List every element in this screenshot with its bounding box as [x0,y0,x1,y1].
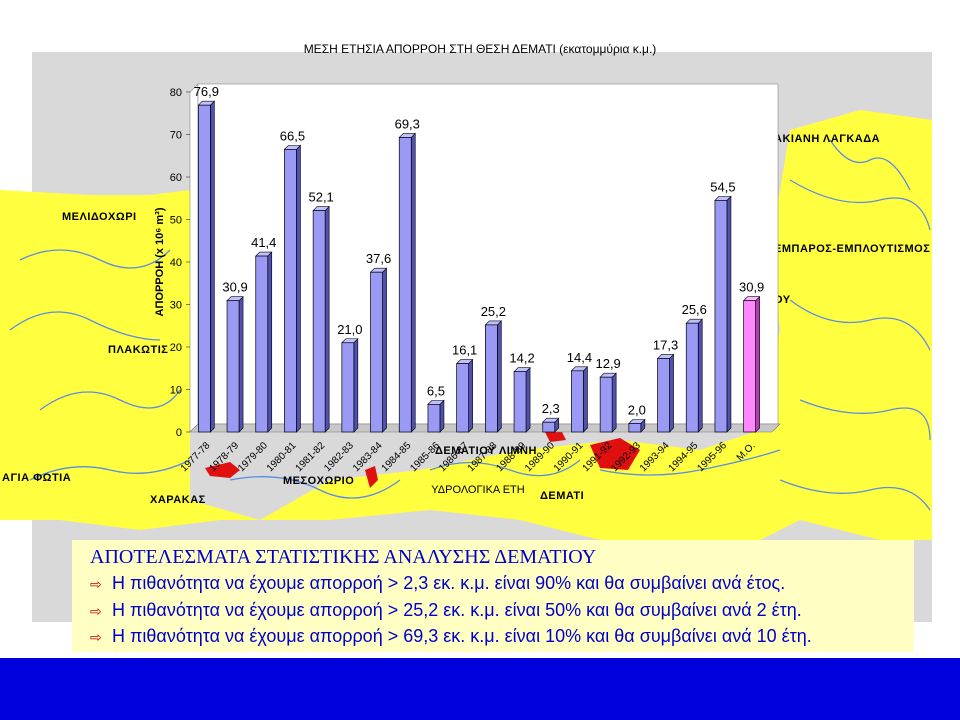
map-yellow-region [0,110,932,560]
x-tick-label: 1995-96 [695,440,729,474]
value-label: 37,6 [366,251,391,266]
chart-title: ΜΕΣΗ ΕΤΗΣΙΑ ΑΠΟΡΡΟΗ ΣΤΗ ΘΕΣΗ ΔΕΜΑΤΙ (εκα… [303,42,657,56]
bar-1979-80 [255,251,273,433]
bar-1986-87 [455,358,474,433]
x-tick-label: 1979-80 [236,440,270,474]
y-tick-label: 40 [170,257,182,269]
value-label: 52,1 [308,190,333,205]
result-line-1: ⇨ Η πιθανότητα να έχουμε απορροή > 2,3 εκ… [90,573,785,594]
y-tick-label: 80 [170,87,182,99]
value-label: 66,5 [280,128,305,143]
bar-1988-89 [513,366,531,433]
arrow-icon: ⇨ [90,603,102,619]
bar-1982-83 [341,338,359,433]
bar-1977-78 [197,100,216,433]
result-text-3: Η πιθανότητα να έχουμε απορροή > 69,3 εκ… [112,626,812,646]
map-label-charakas: ΧΑΡΑΚΑΣ [150,494,206,506]
x-tick-label: 1987-88 [466,440,500,474]
value-label: 69,3 [395,116,420,131]
bar-1985-86 [427,399,445,433]
value-label: 2,0 [628,403,646,418]
result-line-2: ⇨ Η πιθανότητα να έχουμε απορροή > 25,2 ε… [90,600,802,621]
y-axis-label: ΑΠΟΡΡΟΗ (x 10⁶ m³) [154,207,166,316]
map-label-demati: ΔΕΜΑΤΙ [540,490,585,502]
value-label: 17,3 [653,337,678,352]
x-axis-label: ΥΔΡΟΛΟΓΙΚΑ ΕΤΗ [431,484,525,496]
x-tick-label: 1990-91 [552,440,586,474]
value-label: 12,9 [595,356,620,371]
bar-1994-95 [685,318,703,433]
arrow-icon: ⇨ [90,629,102,645]
bar-1991-92 [599,372,617,433]
value-label: 25,6 [682,302,707,317]
x-tick-label: 1994-95 [667,440,701,474]
bar-1983-84 [369,267,388,433]
value-label: 76,9 [194,84,219,99]
map-label-meliochori: ΜΕΛΙΔΟΧΩΡΙ [62,211,137,223]
runoff-bar-chart: 0 10 20 30 40 50 60 70 80 ΑΠΟΡΡΟΗ (x 10⁶ m³) 76,9 1… [154,83,781,496]
result-text-1: Η πιθανότητα να έχουμε απορροή > 2,3 εκ.… [112,573,786,593]
river-lines [9,139,931,511]
value-label: 6,5 [427,383,445,398]
footer-bar [0,658,960,720]
value-label: 30,9 [739,280,764,295]
bar-1993-94 [656,353,675,433]
bar-1990-91 [570,366,589,433]
bar-1989-90 [542,417,560,433]
map-label-lagkada: ΑΚΙΑΝΗ ΛΑΓΚΑΔΑ [774,133,881,145]
y-tick-label: 50 [170,215,182,227]
bar-Μ.Ο. [742,295,761,433]
x-tick-label: 1986-87 [437,440,471,474]
x-tick-label: 1989-90 [523,440,557,474]
value-label: 14,4 [567,350,592,365]
x-tick-label: 1980-81 [265,440,299,474]
x-tick-label: 1991-92 [581,440,615,474]
value-label: 14,2 [509,351,534,366]
x-tick-label: 1985-86 [408,440,442,474]
value-label: 21,0 [337,322,362,337]
x-tick-label: 1992-93 [609,440,643,474]
y-tick-label: 10 [170,385,182,397]
y-tick-label: 70 [170,130,182,142]
value-label: 2,3 [542,401,560,416]
map-label-dematiou-limni: ΔΕΜΑΤΙΟΥ ΛΙΜΝΗ [435,445,537,457]
bar-1978-79 [226,295,244,433]
bar-1980-81 [283,144,302,433]
results-title: ΑΠΟΤΕΛΕΣΜΑΤΑ ΣΤΑΤΙΣΤΙΚΗΣ ΑΝΑΛΥΣΗΣ ΔΕΜΑΤΙ… [90,546,597,568]
arrow-icon: ⇨ [90,576,102,592]
y-tick-label: 60 [170,172,182,184]
y-tick-label: 30 [170,300,182,312]
bar-1992-93 [628,418,646,433]
map-label-mesochorio: ΜΕΣΟΧΩΡΙΟ [283,475,355,487]
x-tick-label: 1984-85 [380,440,414,474]
x-tick-label: 1988-89 [494,440,528,474]
x-tick-label: 1982-83 [322,440,356,474]
value-label: 41,4 [251,235,276,250]
value-label: 16,1 [452,343,477,358]
value-label: 54,5 [710,179,735,194]
chart-left-wall [189,83,199,433]
x-tick-label: Μ.Ο. [735,440,758,463]
x-tick-label: 1983-84 [351,440,385,474]
result-line-3: ⇨ Η πιθανότητα να έχουμε απορροή > 69,3 ε… [90,626,812,647]
x-tick-label: 1978-79 [207,440,241,474]
bar-1987-88 [484,320,503,433]
results-panel [72,540,914,652]
value-label: 30,9 [222,280,247,295]
map-label-plakotis: ΠΛΑΚΩΤΙΣ [108,344,169,356]
value-label: 25,2 [481,304,506,319]
y-tick-label: 20 [170,342,182,354]
map-label-agia-fotia: ΑΓΙΑ ΦΩΤΙΑ [2,472,72,484]
bar-1984-85 [398,132,416,433]
map-label-emparos: ΕΜΠΑΡΟΣ-ΕΜΠΛΟΥΤΙΣΜΟΣ [774,243,931,255]
bar-1981-82 [312,205,330,433]
y-tick-label: 0 [176,427,182,439]
bar-1995-96 [714,195,732,433]
x-tick-label: 1993-94 [638,440,672,474]
result-text-2: Η πιθανότητα να έχουμε απορροή > 25,2 εκ… [112,600,802,620]
x-tick-label: 1977-78 [179,440,213,474]
x-tick-label: 1981-82 [294,440,328,474]
